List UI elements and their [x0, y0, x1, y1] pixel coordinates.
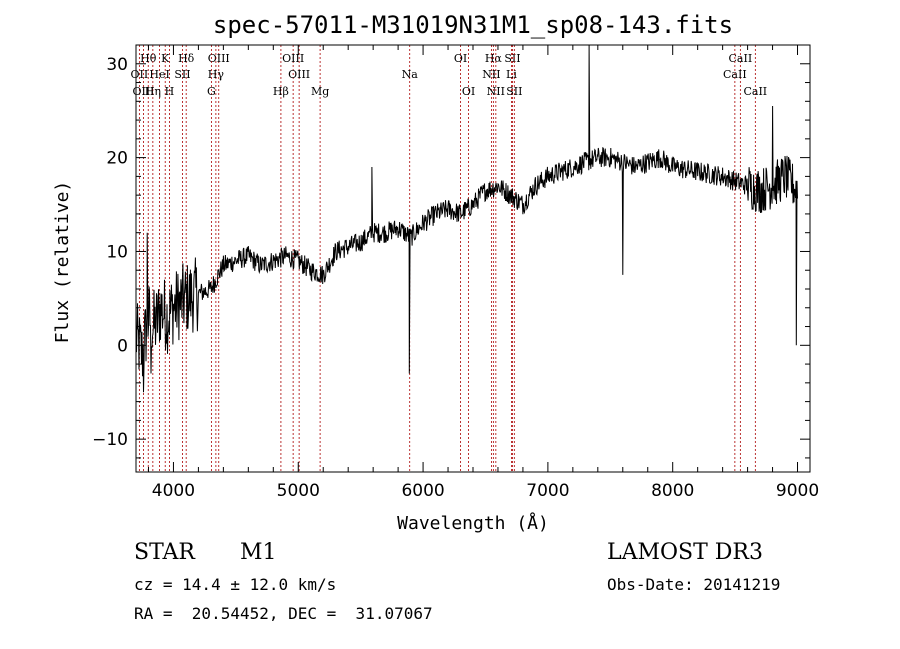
spectral-line-label: NII	[487, 85, 505, 98]
spectral-line-label: Na	[402, 68, 419, 81]
redshift-value: cz = 14.4 ± 12.0 km/s	[134, 575, 337, 594]
spectral-line-label: SII	[174, 68, 190, 81]
x-tick-label: 6000	[401, 481, 444, 501]
y-tick-label: −10	[92, 430, 128, 450]
spectral-line-label: CaII	[723, 68, 747, 81]
spectral-line-label: Hβ	[273, 85, 289, 98]
spectral-line-label: OIII	[132, 85, 154, 98]
x-tick-label: 9000	[776, 481, 819, 501]
spectral-line-label: Hη	[145, 85, 161, 98]
spectral-line-label: OI	[462, 85, 475, 98]
x-tick-label: 8000	[651, 481, 694, 501]
y-tick-label: 0	[117, 336, 128, 356]
spectral-line-label: HeI	[149, 68, 169, 81]
object-subclass: M1	[240, 540, 277, 565]
spectral-line-label: Hδ	[178, 52, 195, 65]
spectral-line-label: NII	[482, 68, 500, 81]
spectral-line-label: OI	[454, 52, 467, 65]
plot-frame	[135, 44, 811, 473]
chart-title: spec-57011-M31019N31M1_sp08-143.fits	[213, 11, 733, 39]
spectral-line-label: H	[165, 85, 175, 98]
x-axis-ticks: 4000 5000 6000 7000 8000 9000	[147, 45, 819, 501]
x-tick-label: 4000	[152, 481, 195, 501]
spectral-line-label: OIII	[208, 52, 230, 65]
x-axis-label: Wavelength (Å)	[397, 512, 549, 534]
x-tick-label: 5000	[277, 481, 320, 501]
spectral-line-label: SII	[506, 85, 522, 98]
spectral-line-label: SII	[504, 52, 520, 65]
y-axis-ticks: −10 0 10 20 30	[92, 44, 810, 459]
object-class: STAR	[134, 540, 195, 565]
spectral-line-label: OIII	[282, 52, 304, 65]
spectral-line-label: Li	[506, 68, 517, 81]
coordinates: RA = 20.54452, DEC = 31.07067	[134, 604, 433, 623]
spectral-line-label: K	[161, 52, 170, 65]
spectral-line-label: Hγ	[208, 68, 225, 81]
survey-name: LAMOST DR3	[607, 540, 763, 565]
spectral-line-label: Hθ	[140, 52, 157, 65]
spectral-line-label: Mg	[311, 85, 329, 98]
y-tick-label: 30	[106, 55, 128, 75]
spectral-line-label: Hα	[485, 52, 503, 65]
x-tick-label: 7000	[526, 481, 569, 501]
y-tick-label: 20	[106, 149, 128, 169]
observation-date: Obs-Date: 20141219	[607, 575, 781, 594]
spectral-line-label: CaII	[743, 85, 767, 98]
spectral-line-label: CaII	[729, 52, 753, 65]
spectral-line-label: G	[207, 85, 216, 98]
y-tick-label: 10	[106, 242, 128, 262]
spectral-line-label: OII	[131, 68, 149, 81]
spectral-line-label: OIII	[288, 68, 310, 81]
spectrum-series-line	[135, 44, 798, 393]
y-axis-label: Flux (relative)	[52, 181, 73, 344]
